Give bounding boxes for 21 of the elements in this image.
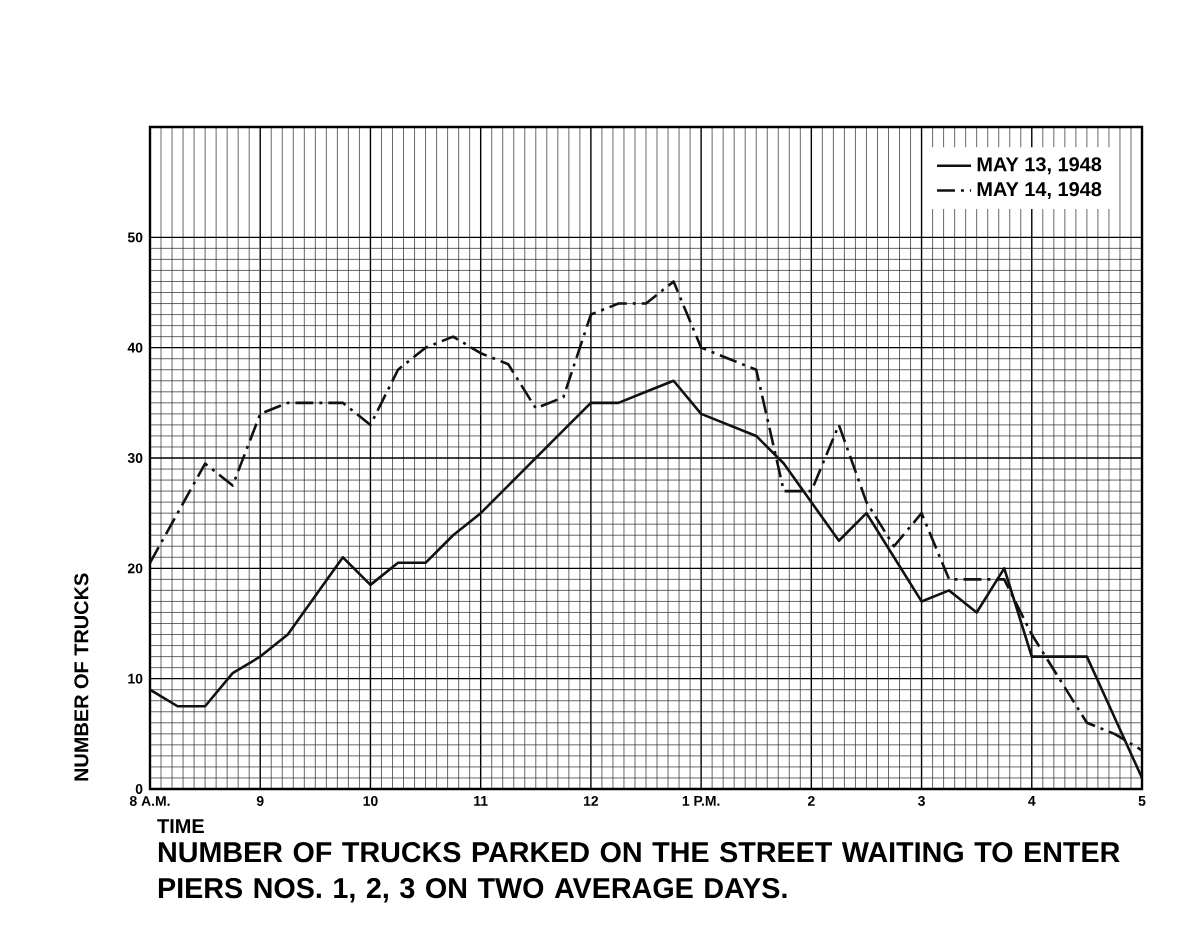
x-tick-label: 5 xyxy=(1138,796,1146,806)
x-tick-label: 12 xyxy=(584,796,599,806)
y-tick-label: 50 xyxy=(127,232,143,243)
x-tick-label: 3 xyxy=(917,796,925,806)
y-tick-label: 20 xyxy=(127,563,143,574)
y-axis-title: NUMBER OF TRUCKS xyxy=(74,573,89,781)
x-tick-label: 4 xyxy=(1028,796,1036,806)
x-tick-label: 9 xyxy=(256,796,264,806)
x-tick-label: 2 xyxy=(807,796,815,806)
x-axis-title: TIME xyxy=(157,819,204,833)
y-tick-label: 40 xyxy=(127,342,143,353)
x-tick-label: 11 xyxy=(474,796,488,806)
text: NUMBER OF TRUCKS PARKED ON THE STREET WAITING TO ENTER PIERS NOS. 1, 2, 3 ON TWO AVERAGE DAYS. xyxy=(158,842,1120,903)
y-tick-label: 30 xyxy=(127,453,143,463)
y-tick-label: 10 xyxy=(128,673,143,684)
x-tick-label: 10 xyxy=(363,796,378,806)
legend-label: MAY 13, 1948 xyxy=(977,157,1102,175)
legend-label: MAY 14, 1948 xyxy=(977,182,1102,200)
x-tick-label: 1 P.M. xyxy=(682,796,720,806)
x-tick-label: 8 A.M. xyxy=(129,796,170,806)
y-tick-label: 0 xyxy=(135,784,143,794)
